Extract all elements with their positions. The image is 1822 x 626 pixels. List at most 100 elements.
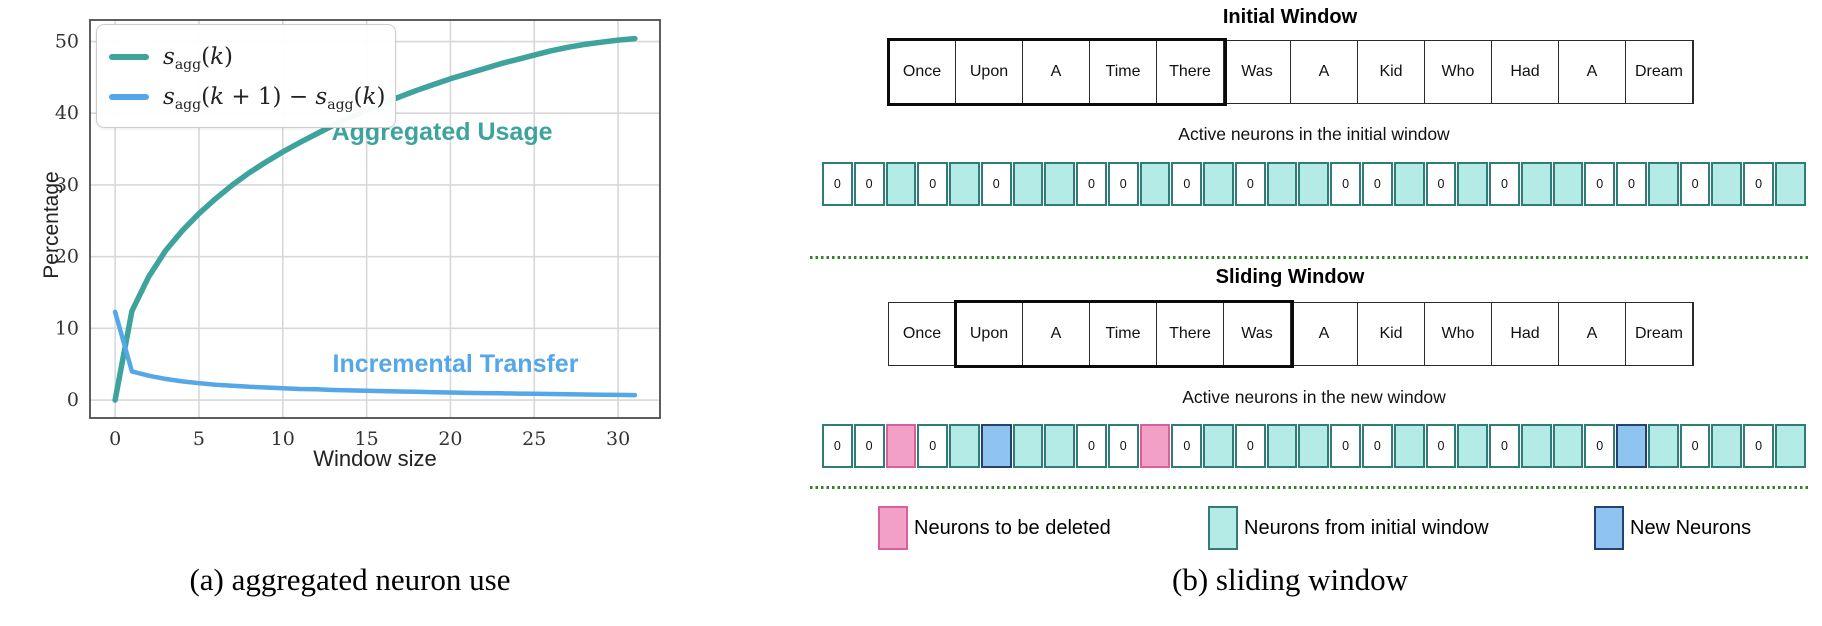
x-axis-label: Window size xyxy=(313,446,437,471)
svg-text:5: 5 xyxy=(193,428,205,450)
svg-text:40: 40 xyxy=(55,102,79,124)
neuron-cell-initial xyxy=(1552,162,1584,206)
word-cell: Upon xyxy=(956,303,1023,365)
svg-text:0: 0 xyxy=(67,389,79,411)
sliding-window-title: Sliding Window xyxy=(1215,266,1365,288)
usage-chart: 0 5 10 15 20 25 30 0 10 20 30 40 50 Aggregated Usage I… xyxy=(30,8,690,471)
neuron-cell-initial xyxy=(1774,162,1806,206)
neuron-cell-new xyxy=(980,424,1012,468)
neuron-cell-initial xyxy=(1203,162,1234,206)
neuron-cell-deleted xyxy=(1139,424,1171,468)
word-cell: A xyxy=(1291,41,1358,103)
svg-text:20: 20 xyxy=(438,428,462,450)
legend-swatch xyxy=(1594,506,1624,550)
initial-window-title: Initial Window xyxy=(1222,6,1358,28)
legend-math-segment: ) xyxy=(224,44,233,70)
legend-math-segment: agg xyxy=(327,97,354,113)
neuron-cell-zero: 0 xyxy=(1584,424,1616,468)
legend-math-segment: k xyxy=(362,84,377,110)
legend-math-segment: agg xyxy=(174,97,202,113)
legend-math-segment: ) xyxy=(376,84,386,110)
word-cell: Once xyxy=(889,303,956,365)
word-cell: A xyxy=(1291,303,1358,365)
neuron-cell-zero: 0 xyxy=(1076,424,1107,468)
neuron-cell-zero: 0 xyxy=(1330,162,1362,206)
word-cell: Who xyxy=(1425,303,1492,365)
word-cell: A xyxy=(1559,41,1626,103)
neuron-cell-zero: 0 xyxy=(822,424,853,468)
legend-math-segment: ( xyxy=(201,44,211,70)
diagram-legend-item: Neurons to be deleted xyxy=(878,505,1111,551)
neuron-cell-initial xyxy=(1393,424,1425,468)
neuron-cell-zero: 0 xyxy=(1362,424,1393,468)
word-cell: Time xyxy=(1090,303,1157,365)
neuron-cell-zero: 0 xyxy=(853,162,885,206)
neuron-cell-initial xyxy=(1647,162,1679,206)
word-cell: A xyxy=(1023,303,1090,365)
legend-math-segment: agg xyxy=(174,57,202,73)
svg-text:50: 50 xyxy=(55,31,79,53)
neuron-cell-initial xyxy=(1298,162,1330,206)
neuron-cell-zero: 0 xyxy=(1743,162,1774,206)
neuron-cell-initial xyxy=(1711,162,1743,206)
legend-math-segment: ( xyxy=(353,84,363,110)
legend-math-segment: k xyxy=(210,84,225,110)
legend-label: New Neurons xyxy=(1630,516,1752,539)
svg-text:30: 30 xyxy=(606,428,630,450)
word-cell: Time xyxy=(1090,41,1157,103)
caption-b: (b) sliding window xyxy=(1172,562,1408,597)
neuron-cell-new xyxy=(1616,424,1647,468)
neuron-cell-zero: 0 xyxy=(1107,162,1139,206)
diagram-legend-item: Neurons from initial window xyxy=(1208,505,1489,551)
word-cell: A xyxy=(1023,41,1090,103)
neuron-cell-zero: 0 xyxy=(917,162,949,206)
neuron-cell-initial xyxy=(1520,424,1552,468)
word-cell: There xyxy=(1157,303,1224,365)
neuron-cell-initial xyxy=(1203,424,1234,468)
word-cell: Kid xyxy=(1358,41,1425,103)
svg-text:25: 25 xyxy=(522,428,546,450)
legend-line-swatch xyxy=(109,94,149,100)
legend-math-segment: ( xyxy=(201,84,211,110)
neuron-cell-initial xyxy=(949,424,980,468)
context-window-outline xyxy=(886,38,1227,106)
neuron-cell-initial xyxy=(949,162,980,206)
neuron-cell-initial xyxy=(1266,424,1298,468)
word-cell: Who xyxy=(1425,41,1492,103)
neuron-cell-zero: 0 xyxy=(1076,162,1107,206)
word-cell: Once xyxy=(889,41,956,103)
neuron-cell-initial xyxy=(1139,162,1171,206)
word-cell: Was xyxy=(1224,41,1291,103)
dotted-divider xyxy=(810,486,1810,489)
word-cell: Had xyxy=(1492,41,1559,103)
neuron-cell-zero: 0 xyxy=(980,162,1012,206)
neuron-cell-zero: 0 xyxy=(1171,162,1203,206)
svg-text:0: 0 xyxy=(109,428,121,450)
legend-label: Neurons from initial window xyxy=(1244,516,1489,539)
chart-legend: sagg(k) sagg(k + 1) − sagg(k) xyxy=(96,24,396,128)
neuron-cell-zero: 0 xyxy=(1362,162,1393,206)
chart-y-ticks: 0 10 20 30 40 50 xyxy=(55,31,79,412)
neuron-cell-initial xyxy=(1266,162,1298,206)
neuron-cell-zero: 0 xyxy=(822,162,853,206)
neuron-cell-zero: 0 xyxy=(1171,424,1203,468)
legend-entry-incremental: sagg(k + 1) − sagg(k) xyxy=(109,77,386,117)
context-window-outline xyxy=(953,300,1294,368)
annotation-incremental-transfer: Incremental Transfer xyxy=(333,350,579,378)
legend-math-segment: k xyxy=(210,44,225,70)
legend-math-segment: s xyxy=(315,84,328,110)
legend-math-segment: s xyxy=(163,44,175,70)
dotted-divider xyxy=(810,256,1810,259)
chart-frame xyxy=(89,19,661,419)
neuron-cell-zero: 0 xyxy=(1489,162,1520,206)
neuron-cell-initial xyxy=(1647,424,1679,468)
legend-math-segment: s xyxy=(163,84,175,110)
neuron-cell-initial xyxy=(1457,162,1489,206)
legend-label: Neurons to be deleted xyxy=(914,516,1111,539)
chart-x-ticks: 0 5 10 15 20 25 30 xyxy=(109,428,630,450)
word-cell: Dream xyxy=(1626,41,1693,103)
word-cell: Upon xyxy=(956,41,1023,103)
